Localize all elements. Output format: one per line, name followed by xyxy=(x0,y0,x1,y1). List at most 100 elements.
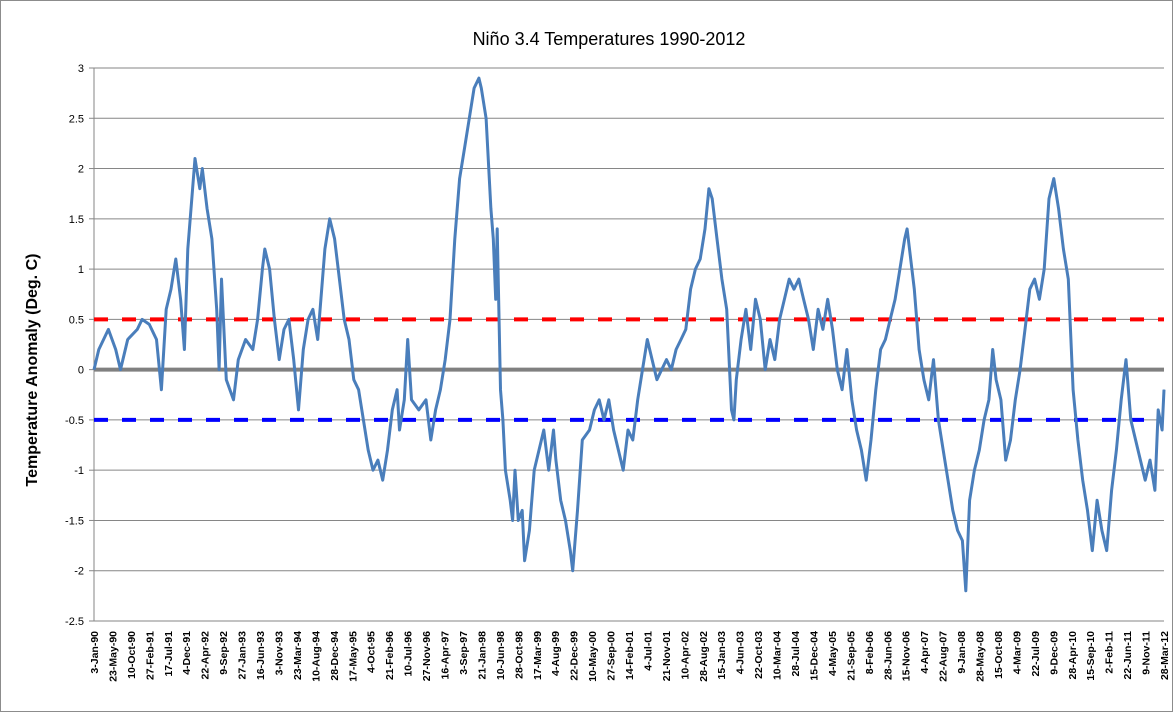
data-point xyxy=(1163,389,1165,391)
data-point xyxy=(1019,369,1021,371)
data-point xyxy=(798,278,800,280)
data-point xyxy=(307,318,309,320)
data-point xyxy=(107,328,109,330)
data-point xyxy=(875,389,877,391)
data-point xyxy=(988,399,990,401)
data-point xyxy=(846,349,848,351)
data-point xyxy=(865,479,867,481)
data-point xyxy=(646,338,648,340)
x-tick-label: 15-Nov-06 xyxy=(901,631,913,681)
x-tick-label: 4-Aug-99 xyxy=(550,631,562,676)
data-point xyxy=(1034,278,1036,280)
data-point xyxy=(273,318,275,320)
x-tick-label: 4-Oct-95 xyxy=(366,631,378,673)
data-point xyxy=(632,439,634,441)
data-point xyxy=(708,188,710,190)
x-tick-label: 22-Oct-03 xyxy=(753,631,765,679)
data-point xyxy=(906,228,908,230)
data-point xyxy=(726,308,728,310)
data-point xyxy=(252,349,254,351)
data-point xyxy=(918,349,920,351)
data-point xyxy=(1161,429,1163,431)
x-tick-label: 28-Jul-04 xyxy=(790,631,802,677)
x-tick-label: 14-Feb-01 xyxy=(624,631,636,680)
data-point xyxy=(492,238,494,240)
data-point xyxy=(581,439,583,441)
x-tick-label: 23-May-90 xyxy=(107,631,119,682)
data-point xyxy=(1096,499,1098,501)
data-point xyxy=(377,459,379,461)
data-point xyxy=(439,389,441,391)
data-point xyxy=(1115,449,1117,451)
data-point xyxy=(1111,489,1113,491)
data-point xyxy=(952,509,954,511)
x-tick-label: 17-May-95 xyxy=(347,631,359,682)
data-point xyxy=(1038,298,1040,300)
data-point xyxy=(995,379,997,381)
data-point xyxy=(93,369,95,371)
data-point xyxy=(524,560,526,562)
data-point xyxy=(225,379,227,381)
data-point xyxy=(504,469,506,471)
data-point xyxy=(425,399,427,401)
data-point xyxy=(769,338,771,340)
data-point xyxy=(411,399,413,401)
data-point xyxy=(449,318,451,320)
x-tick-label: 9-Jan-08 xyxy=(956,631,968,674)
data-point xyxy=(1043,268,1045,270)
data-point xyxy=(1144,479,1146,481)
x-tick-label: 27-Nov-96 xyxy=(421,631,433,681)
data-point xyxy=(1135,439,1137,441)
series-line xyxy=(92,76,1166,593)
data-point xyxy=(478,77,480,79)
data-point xyxy=(302,349,304,351)
data-point xyxy=(803,298,805,300)
data-point xyxy=(577,509,579,511)
x-tick-label: 9-Sep-92 xyxy=(218,631,230,675)
data-point xyxy=(617,449,619,451)
data-point xyxy=(933,359,935,361)
data-point xyxy=(119,369,121,371)
x-tick-label: 27-Feb-91 xyxy=(144,631,156,680)
data-point xyxy=(1014,399,1016,401)
data-point xyxy=(992,349,994,351)
data-point xyxy=(543,429,545,431)
data-point xyxy=(218,369,220,371)
data-point xyxy=(969,499,971,501)
x-tick-label: 10-Aug-94 xyxy=(310,631,322,682)
data-point xyxy=(694,268,696,270)
data-point xyxy=(293,359,295,361)
x-tick-label: 28-May-08 xyxy=(975,631,987,682)
x-tick-label: 10-May-00 xyxy=(587,631,599,682)
data-point xyxy=(533,469,535,471)
data-point xyxy=(148,323,150,325)
data-point xyxy=(793,288,795,290)
data-point xyxy=(666,359,668,361)
data-point xyxy=(1072,389,1074,391)
data-point xyxy=(1091,550,1093,552)
y-tick-label: 1 xyxy=(78,264,84,276)
x-tick-label: 15-Sep-10 xyxy=(1085,631,1097,681)
data-point xyxy=(278,359,280,361)
data-point xyxy=(755,298,757,300)
data-point xyxy=(841,389,843,391)
data-point xyxy=(391,409,393,411)
x-tick-label: 4-May-05 xyxy=(827,631,839,676)
x-tick-label: 9-Dec-09 xyxy=(1048,631,1060,675)
data-point xyxy=(670,369,672,371)
y-tick-labels: 3 2.5 2 1.5 1 0.5 0 -0.5 -1 -1.5 -2 -2.5 xyxy=(65,63,84,628)
data-point xyxy=(528,530,530,532)
data-point xyxy=(396,389,398,391)
data-point xyxy=(913,288,915,290)
data-point xyxy=(716,238,718,240)
data-point xyxy=(382,479,384,481)
x-tick-label: 22-Jun-11 xyxy=(1122,631,1134,680)
data-point xyxy=(264,248,266,250)
data-point xyxy=(961,540,963,542)
data-point xyxy=(372,469,374,471)
data-point xyxy=(856,429,858,431)
data-point xyxy=(904,238,906,240)
data-point xyxy=(367,449,369,451)
data-point xyxy=(538,449,540,451)
data-point xyxy=(136,328,138,330)
